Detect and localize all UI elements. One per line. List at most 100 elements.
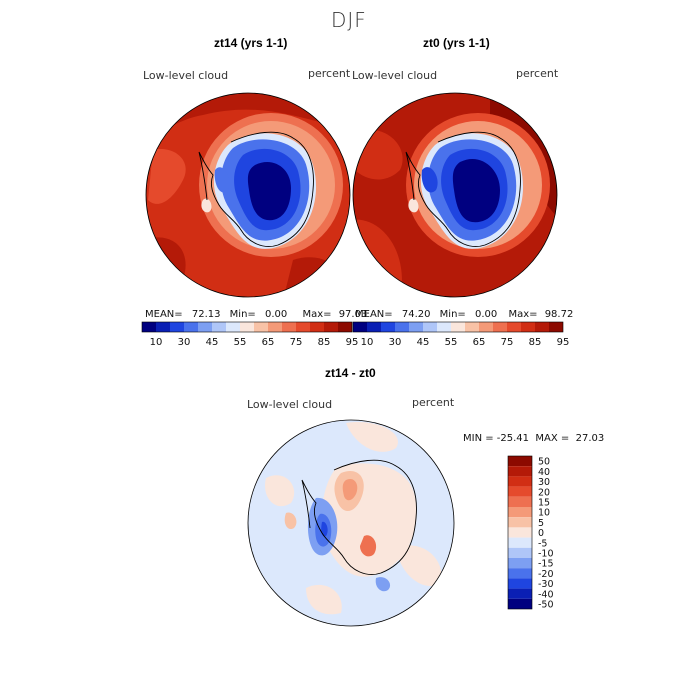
season-title: DJF <box>331 8 367 32</box>
panel1-min-value: 0.00 <box>264 309 288 320</box>
panel1-colorbar-tick-label: 10 <box>150 337 163 348</box>
diff-colorbar-swatch <box>508 456 532 467</box>
diff-colorbar-tick-label: 50 <box>538 457 550 468</box>
diff-colorbar-swatch <box>508 527 532 538</box>
panel2-colorbar-tick-label: 30 <box>389 337 402 348</box>
diff-range-text: MIN = -25.41 MAX = 27.03 <box>463 433 605 444</box>
panel2-colorbar-swatch <box>381 322 395 332</box>
panel1-colorbar-tick-label: 30 <box>178 337 191 348</box>
panel2-colorbar-swatch <box>507 322 521 332</box>
diff-colorbar-swatch <box>508 558 532 569</box>
panel2-colorbar-swatch <box>479 322 493 332</box>
diff-colorbar-tick-label: -20 <box>538 569 554 580</box>
panel2-colorbar-swatch <box>437 322 451 332</box>
panel2-map <box>352 92 558 298</box>
panel2-colorbar-tick-label: 45 <box>417 337 430 348</box>
panel2-colorbar-swatch <box>549 322 563 332</box>
panel1-map <box>145 92 351 298</box>
panel1-max-value: 97.03 <box>338 309 368 320</box>
panel1-colorbar-swatch <box>170 322 184 332</box>
diff-colorbar-tick-label: -40 <box>538 589 554 600</box>
panel1-colorbar: 10 30 45 55 65 75 85 95 <box>141 321 358 348</box>
panel2-colorbar-tick-label: 95 <box>557 337 570 348</box>
panel2-colorbar-swatch <box>353 322 367 332</box>
panel2-colorbar-swatch <box>535 322 549 332</box>
panel1-colorbar-swatch <box>212 322 226 332</box>
panel1-stats: MEAN= 72.13 Min= 0.00 Max= 97.03 <box>145 309 367 320</box>
diff-colorbar-tick-label: 5 <box>538 518 544 529</box>
panel2-mean-value: 74.20 <box>401 309 431 320</box>
panel1-colorbar-swatch <box>338 322 352 332</box>
panel2-colorbar-swatch <box>465 322 479 332</box>
panel1-max-label: Max= <box>302 309 332 320</box>
diff-colorbar-swatch <box>508 578 532 589</box>
panel1-colorbar-swatch <box>142 322 156 332</box>
diff-title: zt14 - zt0 <box>325 366 376 380</box>
panel1-colorbar-swatch <box>268 322 282 332</box>
diff-colorbar-tick-label: 15 <box>538 498 550 509</box>
panel1-mean-value: 72.13 <box>191 309 221 320</box>
panel1-units-label: percent <box>308 67 351 80</box>
panel1-colorbar-swatch <box>226 322 240 332</box>
panel1-colorbar-tick-label: 65 <box>262 337 275 348</box>
panel1-colorbar-swatch <box>310 322 324 332</box>
diff-variable-label: Low-level cloud <box>247 398 333 411</box>
panel1-colorbar-swatch <box>198 322 212 332</box>
panel2-colorbar-tick-label: 85 <box>529 337 542 348</box>
panel1-colorbar-swatch <box>156 322 170 332</box>
panel2-colorbar-tick-label: 55 <box>445 337 458 348</box>
diff-colorbar-swatch <box>508 588 532 599</box>
panel2-colorbar-tick-label: 65 <box>473 337 486 348</box>
diff-colorbar-tick-label: -10 <box>538 549 554 560</box>
diff-colorbar-tick-label: -50 <box>538 600 554 611</box>
panel2-colorbar-tick-label: 75 <box>501 337 514 348</box>
diff-colorbar-swatch <box>508 568 532 579</box>
diff-colorbar-tick-label: -15 <box>538 559 554 570</box>
panel1-colorbar-swatch <box>324 322 338 332</box>
panel1-variable-label: Low-level cloud <box>143 69 229 82</box>
diff-colorbar-tick-label: 20 <box>538 487 550 498</box>
panel2-variable-label: Low-level cloud <box>352 69 438 82</box>
panel1-colorbar-swatch <box>240 322 254 332</box>
panel2-colorbar-swatch <box>367 322 381 332</box>
diff-units-label: percent <box>412 396 455 409</box>
diff-colorbar-tick-label: 30 <box>538 477 550 488</box>
panel2-colorbar-swatch <box>521 322 535 332</box>
panel1-colorbar-swatch <box>282 322 296 332</box>
panel2-colorbar-swatch <box>423 322 437 332</box>
panel1-colorbar-tick-label: 75 <box>290 337 303 348</box>
diff-colorbar-swatch <box>508 547 532 558</box>
diff-colorbar-swatch <box>508 598 532 609</box>
panel2-min-value: 0.00 <box>474 309 498 320</box>
panel2-colorbar-swatch <box>493 322 507 332</box>
panel1-colorbar-tick-label: 45 <box>206 337 219 348</box>
panel2-colorbar: 10 30 45 55 65 75 85 95 <box>352 321 569 348</box>
panel1-colorbar-tick-label: 85 <box>318 337 331 348</box>
diff-map <box>247 419 455 627</box>
panel2-units-label: percent <box>516 67 559 80</box>
diff-colorbar-tick-label: 40 <box>538 467 550 478</box>
diff-colorbar-swatch <box>508 476 532 487</box>
panel2-mean-label: MEAN= <box>355 309 393 320</box>
panel1-min-label: Min= <box>229 309 256 320</box>
panel2-colorbar-swatch <box>395 322 409 332</box>
panel2-stats: MEAN= 74.20 Min= 0.00 Max= 98.72 <box>355 309 573 320</box>
panel2-colorbar-tick-label: 10 <box>361 337 374 348</box>
diff-colorbar-swatch <box>508 486 532 497</box>
panel2-min-label: Min= <box>439 309 466 320</box>
diff-colorbar-swatch <box>508 507 532 518</box>
panel1-colorbar-swatch <box>254 322 268 332</box>
diff-colorbar-tick-label: 10 <box>538 508 550 519</box>
diff-colorbar-tick-label: -5 <box>538 538 547 549</box>
panel1-mean-label: MEAN= <box>145 309 183 320</box>
diff-colorbar-swatch <box>508 517 532 528</box>
panel1-colorbar-tick-label: 95 <box>346 337 359 348</box>
panel2-title: zt0 (yrs 1-1) <box>423 36 490 50</box>
panel2-colorbar-swatch <box>409 322 423 332</box>
panel1-colorbar-swatch <box>296 322 310 332</box>
panel2-colorbar-swatch <box>451 322 465 332</box>
panel2-max-value: 98.72 <box>544 309 574 320</box>
diff-colorbar-swatch <box>508 466 532 477</box>
panel2-max-label: Max= <box>508 309 538 320</box>
